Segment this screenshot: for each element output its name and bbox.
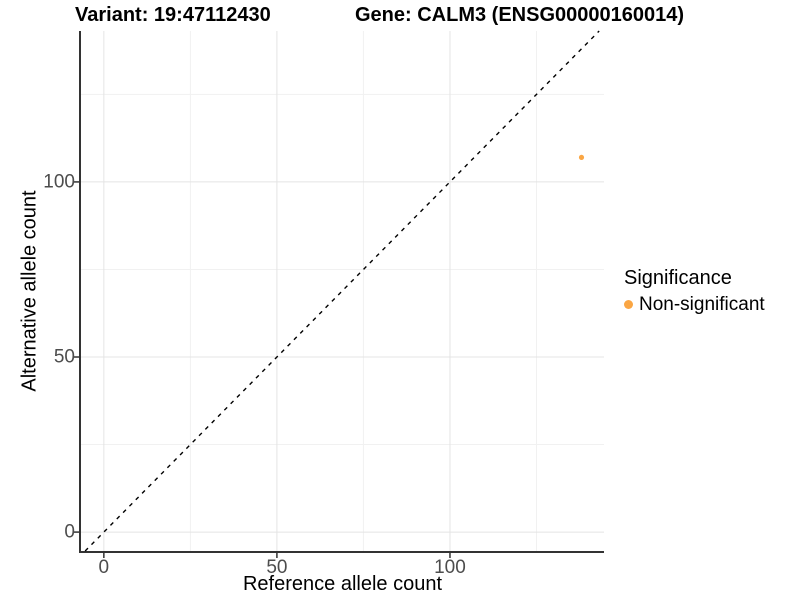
x-tick-label: 50 bbox=[266, 557, 288, 578]
legend: Significance Non-significant bbox=[624, 265, 765, 316]
y-tick-label: 100 bbox=[43, 171, 75, 193]
legend-title: Significance bbox=[624, 267, 732, 289]
x-tick-label: 0 bbox=[98, 557, 110, 578]
plot-title-variant: Variant: 19:47112430 bbox=[75, 4, 271, 26]
data-point bbox=[578, 154, 585, 161]
y-tick-label: 0 bbox=[64, 521, 75, 543]
identity-line bbox=[84, 30, 600, 552]
y-tick-label: 50 bbox=[53, 346, 75, 368]
legend-item-label: Non-significant bbox=[639, 294, 765, 315]
x-tick-label: 100 bbox=[434, 557, 466, 578]
legend-item-non-significant: Non-significant bbox=[624, 293, 765, 316]
legend-key-dot bbox=[624, 300, 633, 309]
x-axis-title: Reference allele count bbox=[242, 573, 442, 595]
plot-title-gene: Gene: CALM3 (ENSG00000160014) bbox=[355, 4, 685, 26]
